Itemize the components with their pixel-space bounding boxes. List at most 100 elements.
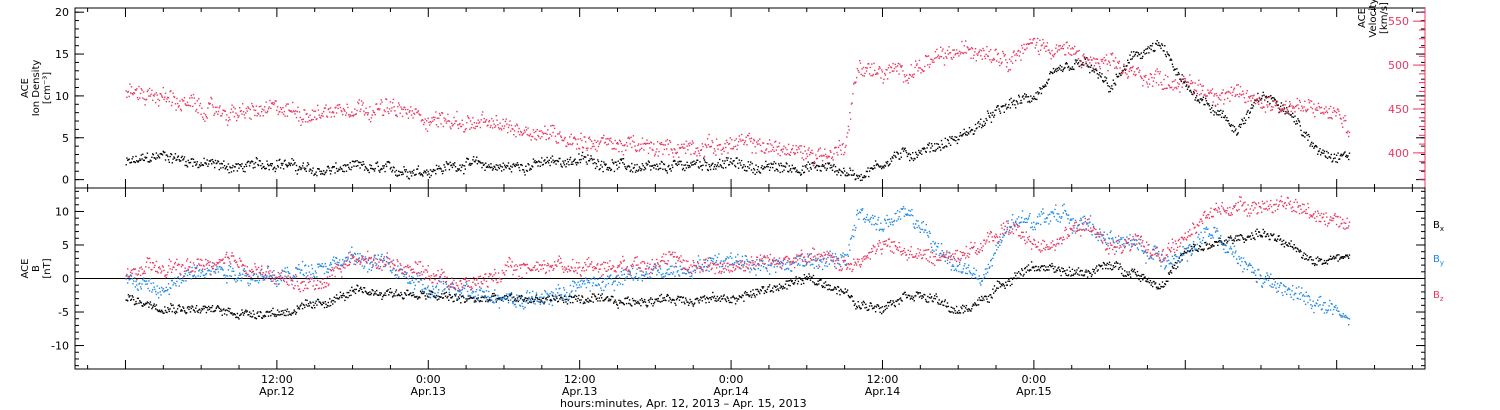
data-point <box>787 152 789 155</box>
data-point <box>210 310 212 313</box>
data-point <box>171 101 173 104</box>
data-point <box>1136 51 1138 53</box>
data-point <box>492 120 494 122</box>
data-point <box>656 300 659 302</box>
data-point <box>753 293 755 295</box>
data-point <box>1298 250 1300 252</box>
data-point <box>967 47 969 49</box>
data-point <box>1145 280 1148 283</box>
data-point <box>1187 81 1189 83</box>
data-point <box>634 171 637 173</box>
data-point <box>370 167 372 170</box>
data-point <box>1222 89 1224 91</box>
data-point <box>346 291 348 294</box>
data-point <box>1253 94 1255 96</box>
data-point <box>1145 52 1148 54</box>
data-point <box>220 115 222 117</box>
data-point <box>977 54 979 56</box>
data-point <box>359 288 361 290</box>
data-point <box>1291 116 1293 118</box>
data-point <box>721 153 723 155</box>
data-point <box>1310 100 1313 102</box>
data-point <box>1135 273 1137 276</box>
data-point <box>419 174 422 176</box>
data-point <box>600 164 602 166</box>
data-point <box>1133 73 1135 75</box>
data-point <box>252 106 254 108</box>
data-point <box>1247 235 1249 237</box>
data-point <box>571 144 573 146</box>
data-point <box>968 133 970 135</box>
data-point <box>597 293 600 295</box>
data-point <box>722 295 725 297</box>
data-point <box>1266 96 1268 99</box>
data-point <box>1126 73 1128 75</box>
data-point <box>1098 74 1100 76</box>
data-point <box>685 167 688 169</box>
data-point <box>363 169 366 171</box>
data-point <box>454 122 456 125</box>
data-point <box>136 288 139 290</box>
data-point <box>1306 255 1308 257</box>
data-point <box>612 142 614 145</box>
data-point <box>708 301 710 303</box>
data-point <box>464 168 466 170</box>
data-point <box>595 298 597 300</box>
data-point <box>1080 67 1083 69</box>
data-point <box>832 159 834 161</box>
data-point <box>1052 268 1055 270</box>
data-point <box>280 310 283 312</box>
data-point <box>908 152 910 155</box>
data-point <box>860 307 862 310</box>
data-point <box>178 304 180 306</box>
data-point <box>243 166 245 168</box>
data-point <box>1090 275 1093 278</box>
data-point <box>491 127 494 129</box>
data-point <box>593 293 595 295</box>
data-point <box>187 305 189 308</box>
data-point <box>580 299 582 301</box>
data-point <box>1081 64 1083 66</box>
data-point <box>862 66 865 69</box>
data-point <box>1265 235 1267 238</box>
data-point <box>676 151 678 154</box>
data-point <box>750 169 753 171</box>
data-point <box>1297 104 1299 106</box>
data-point <box>194 102 196 105</box>
data-point <box>1089 272 1092 274</box>
data-point <box>210 159 212 161</box>
data-point <box>355 113 357 115</box>
data-point <box>891 303 893 305</box>
data-point <box>695 147 697 149</box>
data-point <box>179 160 181 162</box>
data-point <box>404 169 406 171</box>
data-point <box>1086 271 1088 273</box>
data-point <box>395 114 398 116</box>
data-point <box>692 305 694 307</box>
data-point <box>541 136 543 138</box>
data-point <box>641 137 644 139</box>
data-point <box>1011 101 1013 104</box>
data-point <box>1023 43 1025 46</box>
data-point <box>692 142 694 144</box>
data-point <box>1307 133 1310 136</box>
data-point <box>494 125 497 127</box>
data-point <box>248 311 251 313</box>
data-point <box>345 114 347 116</box>
data-point <box>1293 107 1295 109</box>
data-point <box>929 293 931 295</box>
data-point <box>798 171 800 174</box>
data-point <box>588 136 591 138</box>
data-point <box>1329 156 1331 158</box>
data-point <box>506 164 508 167</box>
data-point <box>790 149 793 151</box>
data-point <box>756 171 758 174</box>
data-point <box>1267 233 1269 235</box>
data-point <box>946 146 948 148</box>
data-point <box>1334 256 1336 258</box>
data-point <box>198 166 200 169</box>
data-point <box>1229 100 1231 102</box>
data-point <box>1193 92 1195 94</box>
data-point <box>691 301 693 303</box>
data-point <box>512 128 514 130</box>
